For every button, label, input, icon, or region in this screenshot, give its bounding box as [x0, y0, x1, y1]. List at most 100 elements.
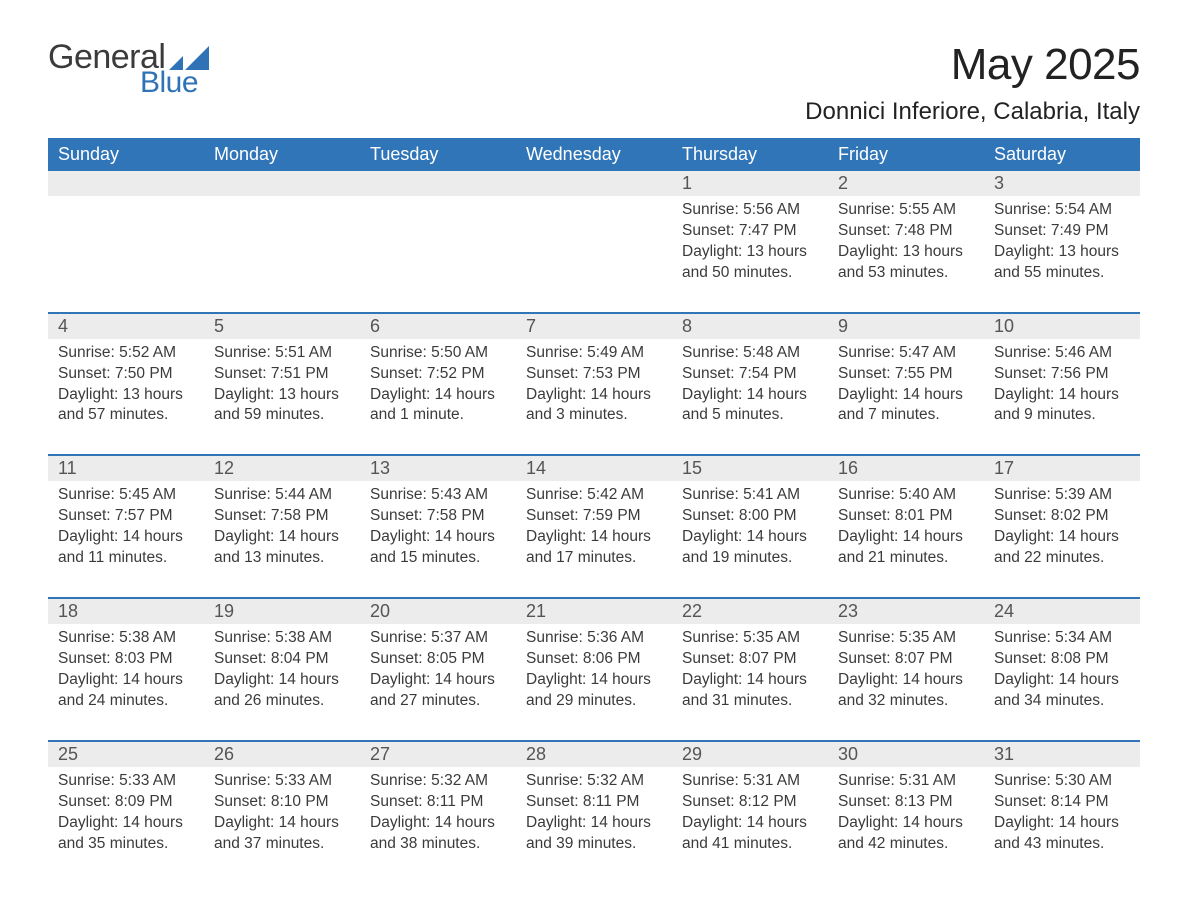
- day-number: 29: [682, 744, 702, 764]
- day-content-cell: Sunrise: 5:46 AMSunset: 7:56 PMDaylight:…: [984, 339, 1140, 456]
- day-content-cell: Sunrise: 5:44 AMSunset: 7:58 PMDaylight:…: [204, 481, 360, 598]
- location-subtitle: Donnici Inferiore, Calabria, Italy: [805, 98, 1140, 126]
- weekday-header: Sunday: [48, 138, 204, 171]
- daylight-text: Daylight: 14 hours and 3 minutes.: [526, 385, 662, 427]
- day-content-cell: Sunrise: 5:55 AMSunset: 7:48 PMDaylight:…: [828, 196, 984, 313]
- day-content-cell: Sunrise: 5:35 AMSunset: 8:07 PMDaylight:…: [672, 624, 828, 741]
- daylight-text: Daylight: 14 hours and 17 minutes.: [526, 527, 662, 569]
- day-number-cell: 28: [516, 741, 672, 767]
- sunrise-text: Sunrise: 5:43 AM: [370, 485, 506, 506]
- sunrise-text: Sunrise: 5:39 AM: [994, 485, 1130, 506]
- day-content-cell: Sunrise: 5:39 AMSunset: 8:02 PMDaylight:…: [984, 481, 1140, 598]
- weekday-header: Saturday: [984, 138, 1140, 171]
- calendar-body: 45678910Sunrise: 5:52 AMSunset: 7:50 PMD…: [48, 313, 1140, 883]
- day-number-cell: 31: [984, 741, 1140, 767]
- day-number: 31: [994, 744, 1014, 764]
- daylight-text: Daylight: 14 hours and 39 minutes.: [526, 813, 662, 855]
- day-number: 24: [994, 601, 1014, 621]
- day-content-cell: Sunrise: 5:49 AMSunset: 7:53 PMDaylight:…: [516, 339, 672, 456]
- day-number-cell: 22: [672, 598, 828, 624]
- daylight-text: Daylight: 14 hours and 11 minutes.: [58, 527, 194, 569]
- day-number: 5: [214, 316, 224, 336]
- day-number: 26: [214, 744, 234, 764]
- day-number-cell: 21: [516, 598, 672, 624]
- day-number-cell: 9: [828, 313, 984, 339]
- day-number-cell: [516, 171, 672, 196]
- sunset-text: Sunset: 8:13 PM: [838, 792, 974, 813]
- day-number: 30: [838, 744, 858, 764]
- sunrise-text: Sunrise: 5:44 AM: [214, 485, 350, 506]
- day-content-cell: Sunrise: 5:34 AMSunset: 8:08 PMDaylight:…: [984, 624, 1140, 741]
- daylight-text: Daylight: 14 hours and 34 minutes.: [994, 670, 1130, 712]
- sunrise-text: Sunrise: 5:33 AM: [214, 771, 350, 792]
- day-number: 6: [370, 316, 380, 336]
- day-number-row: 25262728293031: [48, 741, 1140, 767]
- sunset-text: Sunset: 8:10 PM: [214, 792, 350, 813]
- sunset-text: Sunset: 8:01 PM: [838, 506, 974, 527]
- sunrise-text: Sunrise: 5:32 AM: [526, 771, 662, 792]
- day-number: 8: [682, 316, 692, 336]
- sunrise-text: Sunrise: 5:48 AM: [682, 343, 818, 364]
- daylight-text: Daylight: 13 hours and 50 minutes.: [682, 242, 818, 284]
- day-content-cell: Sunrise: 5:51 AMSunset: 7:51 PMDaylight:…: [204, 339, 360, 456]
- day-content-cell: [204, 196, 360, 313]
- day-number-row: 18192021222324: [48, 598, 1140, 624]
- day-content-cell: Sunrise: 5:31 AMSunset: 8:12 PMDaylight:…: [672, 767, 828, 883]
- daylight-text: Daylight: 14 hours and 21 minutes.: [838, 527, 974, 569]
- day-number-row: 11121314151617: [48, 455, 1140, 481]
- weekday-header: Friday: [828, 138, 984, 171]
- day-number: 13: [370, 458, 390, 478]
- day-number: 19: [214, 601, 234, 621]
- day-content-cell: Sunrise: 5:54 AMSunset: 7:49 PMDaylight:…: [984, 196, 1140, 313]
- daylight-text: Daylight: 14 hours and 1 minute.: [370, 385, 506, 427]
- day-content-cell: [360, 196, 516, 313]
- day-content-cell: Sunrise: 5:52 AMSunset: 7:50 PMDaylight:…: [48, 339, 204, 456]
- brand-logo: General Blue: [48, 40, 209, 98]
- day-content-cell: Sunrise: 5:32 AMSunset: 8:11 PMDaylight:…: [516, 767, 672, 883]
- day-number-cell: 3: [984, 171, 1140, 196]
- day-number: 23: [838, 601, 858, 621]
- day-number: 11: [58, 458, 77, 478]
- sunset-text: Sunset: 7:52 PM: [370, 364, 506, 385]
- day-number: 7: [526, 316, 536, 336]
- day-number: 1: [682, 173, 692, 193]
- sunset-text: Sunset: 8:11 PM: [526, 792, 662, 813]
- sunset-text: Sunset: 7:58 PM: [370, 506, 506, 527]
- month-title: May 2025: [805, 40, 1140, 90]
- daylight-text: Daylight: 13 hours and 57 minutes.: [58, 385, 194, 427]
- day-content-cell: Sunrise: 5:32 AMSunset: 8:11 PMDaylight:…: [360, 767, 516, 883]
- day-number: 12: [214, 458, 234, 478]
- day-number-cell: 25: [48, 741, 204, 767]
- daylight-text: Daylight: 14 hours and 43 minutes.: [994, 813, 1130, 855]
- sunrise-text: Sunrise: 5:54 AM: [994, 200, 1130, 221]
- day-content-row: Sunrise: 5:56 AMSunset: 7:47 PMDaylight:…: [48, 196, 1140, 313]
- daylight-text: Daylight: 14 hours and 32 minutes.: [838, 670, 974, 712]
- sunrise-text: Sunrise: 5:51 AM: [214, 343, 350, 364]
- day-number-cell: 10: [984, 313, 1140, 339]
- day-number-cell: [360, 171, 516, 196]
- sunset-text: Sunset: 7:59 PM: [526, 506, 662, 527]
- sunset-text: Sunset: 7:53 PM: [526, 364, 662, 385]
- day-number: 25: [58, 744, 78, 764]
- sunrise-text: Sunrise: 5:35 AM: [838, 628, 974, 649]
- daylight-text: Daylight: 14 hours and 5 minutes.: [682, 385, 818, 427]
- sunrise-text: Sunrise: 5:30 AM: [994, 771, 1130, 792]
- day-number-cell: 13: [360, 455, 516, 481]
- daylight-text: Daylight: 14 hours and 13 minutes.: [214, 527, 350, 569]
- sunrise-text: Sunrise: 5:31 AM: [838, 771, 974, 792]
- sunrise-text: Sunrise: 5:50 AM: [370, 343, 506, 364]
- sunset-text: Sunset: 8:14 PM: [994, 792, 1130, 813]
- day-content-cell: Sunrise: 5:38 AMSunset: 8:03 PMDaylight:…: [48, 624, 204, 741]
- day-number: 17: [994, 458, 1014, 478]
- day-number-cell: [204, 171, 360, 196]
- sunset-text: Sunset: 7:50 PM: [58, 364, 194, 385]
- day-number: 10: [994, 316, 1014, 336]
- daylight-text: Daylight: 14 hours and 29 minutes.: [526, 670, 662, 712]
- sunrise-text: Sunrise: 5:55 AM: [838, 200, 974, 221]
- weekday-header: Tuesday: [360, 138, 516, 171]
- sunset-text: Sunset: 7:58 PM: [214, 506, 350, 527]
- day-number-cell: 14: [516, 455, 672, 481]
- sunrise-text: Sunrise: 5:34 AM: [994, 628, 1130, 649]
- sunrise-text: Sunrise: 5:45 AM: [58, 485, 194, 506]
- day-number: 16: [838, 458, 858, 478]
